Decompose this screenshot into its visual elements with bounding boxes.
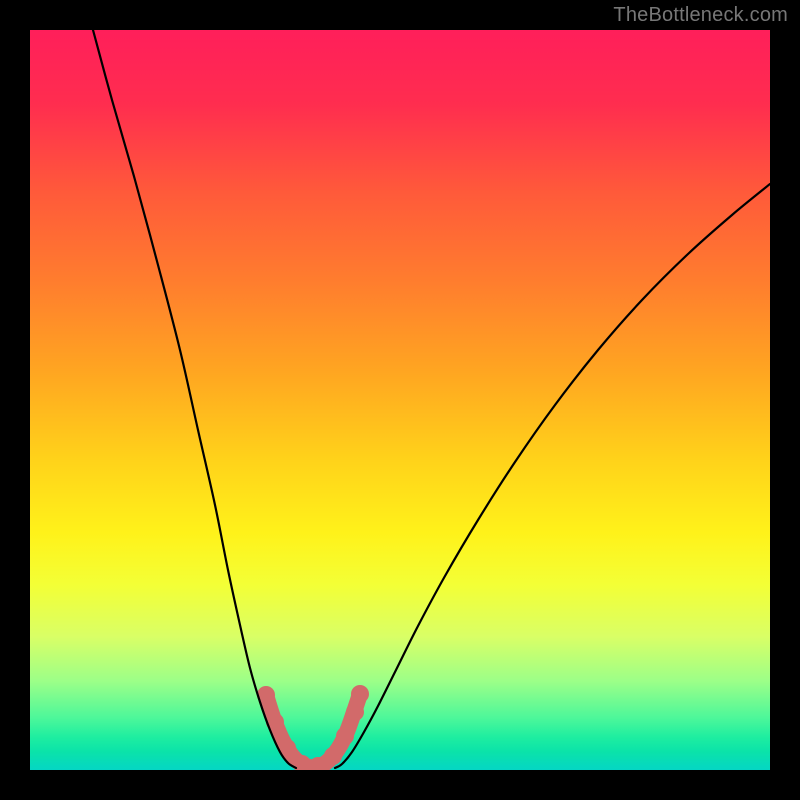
chart-stage: TheBottleneck.com — [0, 0, 800, 800]
valley-marker-dot — [351, 685, 369, 703]
valley-marker-dot — [336, 727, 354, 745]
valley-marker-dot — [324, 747, 342, 765]
valley-marker-dot — [346, 703, 364, 721]
watermark-text: TheBottleneck.com — [613, 4, 788, 27]
bottleneck-chart-svg — [0, 0, 800, 800]
plot-gradient-background — [30, 30, 770, 770]
